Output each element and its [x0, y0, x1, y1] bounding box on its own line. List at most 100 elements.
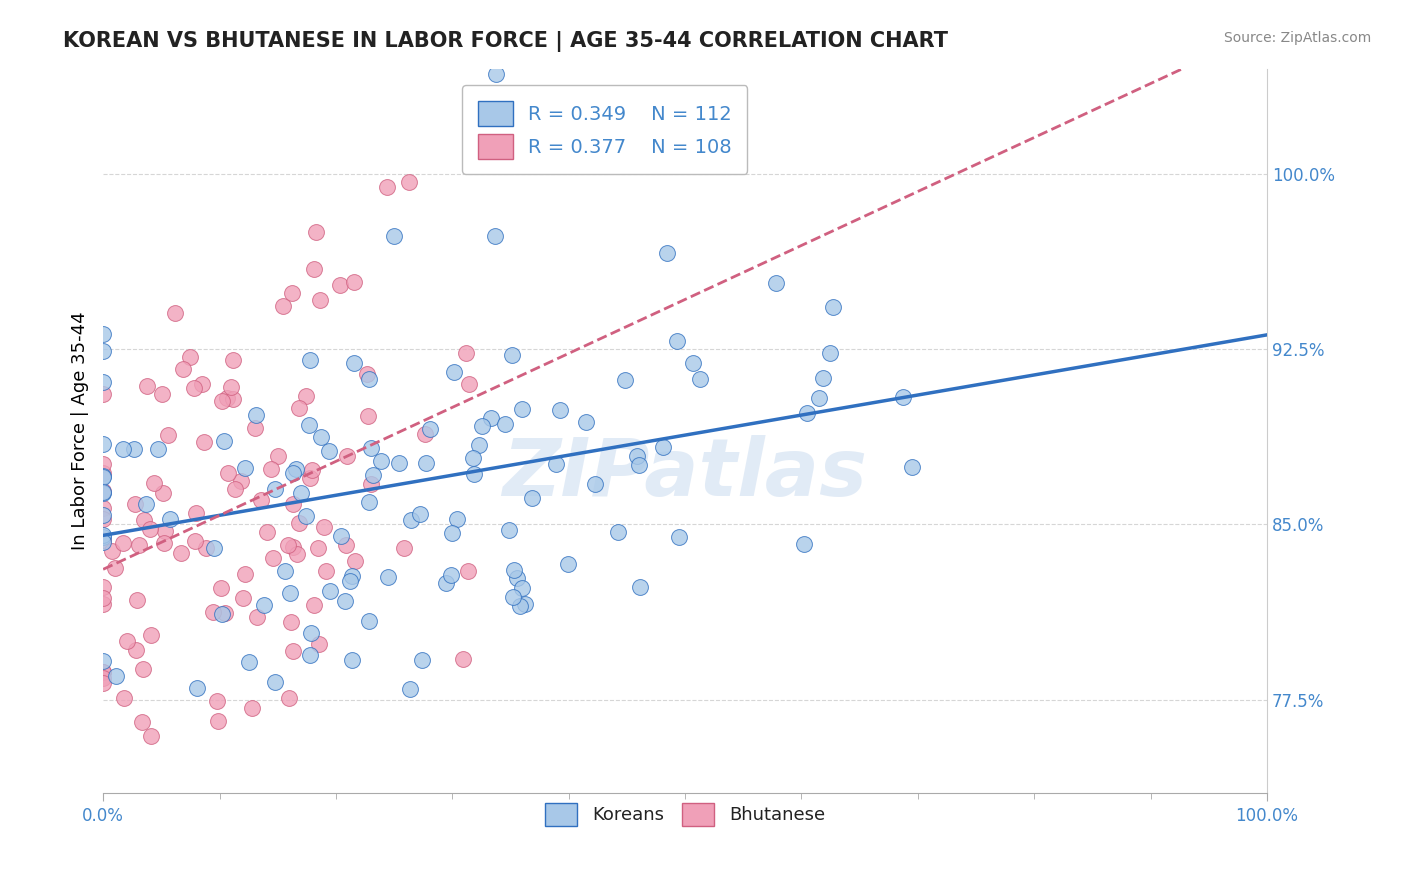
Point	[682, 355, 704, 369]
Point	[298, 417, 321, 432]
Point	[91, 580, 114, 594]
Point	[91, 597, 114, 611]
Point	[463, 467, 485, 481]
Point	[415, 456, 437, 470]
Point	[283, 466, 305, 480]
Point	[485, 67, 508, 81]
Point	[91, 457, 114, 471]
Point	[91, 467, 114, 481]
Point	[91, 671, 114, 685]
Point	[336, 449, 359, 463]
Point	[193, 435, 215, 450]
Point	[209, 582, 232, 596]
Point	[823, 301, 845, 315]
Point	[240, 701, 263, 715]
Point	[360, 442, 382, 456]
Point	[222, 352, 245, 367]
Point	[91, 654, 114, 668]
Point	[546, 457, 568, 471]
Point	[356, 367, 378, 381]
Point	[668, 530, 690, 544]
Point	[818, 346, 841, 360]
Point	[343, 554, 366, 568]
Point	[253, 598, 276, 612]
Point	[91, 470, 114, 484]
Point	[191, 377, 214, 392]
Point	[125, 643, 148, 657]
Point	[91, 485, 114, 500]
Point	[339, 574, 361, 588]
Point	[441, 525, 464, 540]
Point	[550, 403, 572, 417]
Point	[260, 462, 283, 476]
Point	[157, 428, 180, 442]
Point	[510, 402, 533, 417]
Point	[793, 537, 815, 551]
Point	[361, 468, 384, 483]
Point	[285, 462, 308, 476]
Point	[131, 714, 153, 729]
Point	[342, 653, 364, 667]
Point	[100, 543, 122, 558]
Point	[214, 606, 236, 620]
Point	[457, 564, 479, 578]
Point	[901, 459, 924, 474]
Point	[302, 261, 325, 276]
Point	[314, 520, 336, 534]
Point	[212, 434, 235, 448]
Point	[153, 535, 176, 549]
Point	[112, 691, 135, 706]
Point	[139, 628, 162, 642]
Point	[440, 568, 463, 582]
Point	[202, 541, 225, 555]
Point	[295, 509, 318, 524]
Point	[127, 592, 149, 607]
Point	[143, 476, 166, 491]
Point	[515, 597, 537, 611]
Point	[246, 609, 269, 624]
Point	[138, 522, 160, 536]
Point	[271, 299, 294, 313]
Point	[557, 557, 579, 571]
Point	[451, 652, 474, 666]
Point	[283, 540, 305, 554]
Point	[135, 497, 157, 511]
Point	[128, 538, 150, 552]
Point	[112, 536, 135, 550]
Point	[91, 468, 114, 483]
Point	[343, 356, 366, 370]
Point	[413, 427, 436, 442]
Point	[796, 406, 818, 420]
Point	[288, 401, 311, 415]
Point	[159, 511, 181, 525]
Point	[132, 661, 155, 675]
Point	[238, 655, 260, 669]
Point	[574, 415, 596, 429]
Point	[765, 277, 787, 291]
Point	[290, 486, 312, 500]
Point	[232, 591, 254, 606]
Point	[91, 437, 114, 451]
Point	[308, 637, 330, 651]
Point	[264, 675, 287, 690]
Point	[494, 417, 516, 431]
Point	[298, 471, 321, 485]
Point	[267, 449, 290, 463]
Point	[163, 306, 186, 320]
Point	[628, 458, 651, 472]
Point	[311, 430, 333, 444]
Point	[224, 483, 246, 497]
Point	[91, 533, 114, 548]
Point	[183, 380, 205, 394]
Point	[280, 615, 302, 629]
Point	[179, 350, 201, 364]
Point	[357, 372, 380, 386]
Point	[382, 228, 405, 243]
Point	[91, 665, 114, 679]
Point	[172, 362, 194, 376]
Point	[277, 538, 299, 552]
Point	[91, 375, 114, 389]
Point	[150, 387, 173, 401]
Point	[392, 541, 415, 555]
Point	[299, 625, 322, 640]
